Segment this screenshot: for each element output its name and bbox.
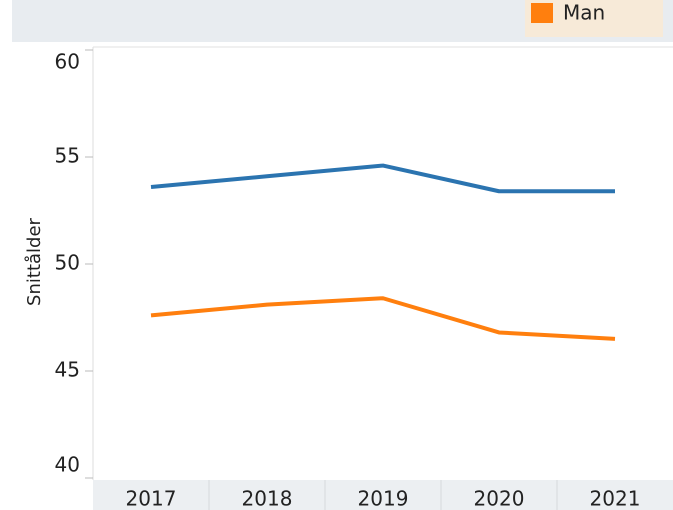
x-tick-label: 2017 <box>126 487 177 510</box>
legend-swatch <box>531 3 553 23</box>
line-series <box>150 296 616 341</box>
x-axis-band <box>93 480 673 510</box>
x-tick-label: 2021 <box>590 487 641 510</box>
legend-label: Man <box>563 1 605 25</box>
x-tick-label: 2018 <box>242 487 293 510</box>
y-tick-label: 55 <box>55 144 80 168</box>
line-series <box>150 163 615 194</box>
x-tick-label: 2020 <box>474 487 525 510</box>
y-tick-label: 40 <box>55 453 80 477</box>
y-tick-label: 60 <box>55 50 80 74</box>
y-axis-title: Snittålder <box>24 217 45 305</box>
y-tick-label: 45 <box>55 358 80 382</box>
y-tick-label: 50 <box>55 251 80 275</box>
x-tick-label: 2019 <box>358 487 409 510</box>
